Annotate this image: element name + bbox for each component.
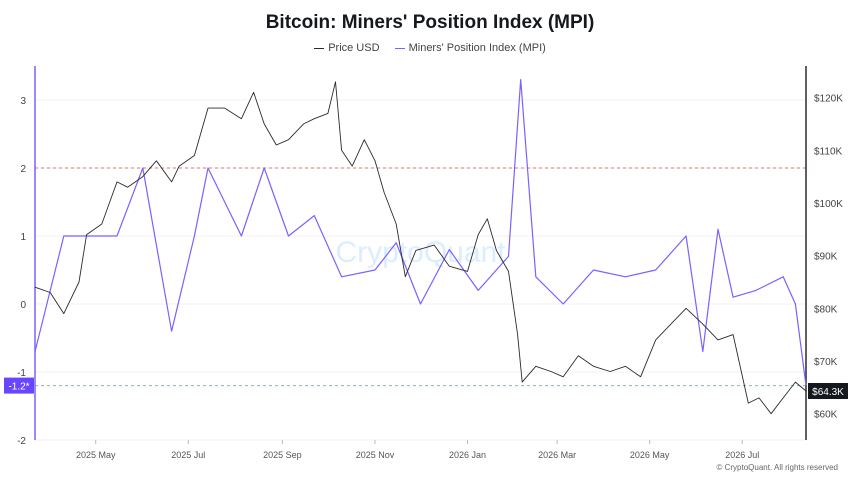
legend-label-price: Price USD [328, 42, 380, 54]
left-tick-label-0: 3 [20, 96, 26, 107]
right-tick-label-0: $120K [814, 94, 843, 105]
right-tick-label-1: $110K [814, 146, 843, 157]
current-price-label-bg [808, 383, 848, 400]
right-tick-label-6: $60K [814, 410, 838, 421]
chart-title: Bitcoin: Miners' Position Index (MPI) [265, 12, 595, 33]
x-tick-label-0: 2025 May [76, 450, 116, 460]
right-tick-label-2: $100K [814, 199, 843, 210]
x-tick-label-1: 2025 Jul [171, 450, 205, 460]
series-line-mpi [34, 79, 807, 386]
current-mpi-label: -1.2* [8, 382, 29, 393]
left-tick-label-2: 1 [20, 232, 26, 243]
right-tick-label-4: $80K [814, 304, 838, 315]
x-tick-label-6: 2026 May [630, 450, 670, 460]
legend-label-mpi: Miners' Position Index (MPI) [408, 42, 546, 54]
left-tick-label-3: 0 [20, 300, 26, 311]
x-tick-label-3: 2025 Nov [356, 450, 395, 460]
watermark-text: CryptoQuant [335, 236, 506, 269]
x-tick-label-7: 2026 Jul [725, 450, 759, 460]
current-mpi-label-bg [4, 377, 34, 394]
legend-swatch-mpi [394, 47, 405, 49]
current-price-label: $64.3K [812, 387, 844, 398]
right-tick-label-5: $70K [814, 357, 838, 368]
copyright-footer: © CryptoQuant. All rights reserved [716, 463, 839, 472]
legend-item-mpi[interactable]: Miners' Position Index (MPI) [394, 42, 546, 54]
right-tick-label-3: $90K [814, 252, 838, 263]
x-tick-label-4: 2026 Jan [449, 450, 486, 460]
series-line-price [34, 81, 807, 415]
left-tick-label-1: 2 [20, 164, 26, 175]
legend-swatch-price [314, 47, 325, 49]
legend: Price USD Miners' Position Index (MPI) [0, 42, 860, 54]
x-tick-label-2: 2025 Sep [263, 450, 302, 460]
left-tick-label-4: -1 [17, 368, 26, 379]
left-tick-label-5: -2 [17, 436, 26, 447]
legend-item-price[interactable]: Price USD [314, 42, 380, 54]
x-tick-label-5: 2026 Mar [538, 450, 576, 460]
